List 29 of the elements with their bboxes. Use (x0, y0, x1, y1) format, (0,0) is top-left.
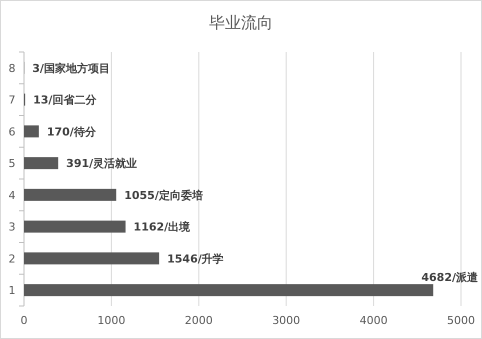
x-tick-label: 4000 (360, 314, 388, 327)
y-tick-label: 7 (8, 94, 16, 107)
y-tick-label: 3 (8, 220, 16, 234)
chart-title: 毕业流向 (209, 13, 273, 32)
y-tick-label: 1 (8, 284, 16, 298)
x-tick-label: 1000 (97, 314, 126, 327)
y-tick-label: 4 (8, 188, 16, 202)
y-tick-label: 8 (8, 62, 16, 75)
data-label: 3/国家地方项目 (32, 62, 110, 75)
y-tick-label: 5 (8, 157, 16, 170)
x-tick-label: 2000 (184, 314, 213, 327)
data-label: 391/灵活就业 (66, 157, 138, 170)
x-tick-label: 3000 (272, 314, 300, 327)
bar (24, 188, 116, 201)
data-label: 170/待分 (46, 125, 97, 138)
data-label: 13/回省二分 (33, 94, 98, 107)
data-label: 1162/出境 (134, 220, 192, 234)
bar (24, 157, 58, 170)
y-tick-label: 2 (8, 252, 16, 266)
bar (24, 220, 126, 233)
data-label: 1055/定向委培 (124, 188, 203, 202)
bar (24, 252, 160, 264)
x-tick-label: 5000 (447, 314, 475, 327)
x-tick-label: 0 (20, 314, 28, 327)
data-label: 4682/派遣 (421, 271, 478, 284)
data-label: 1546/升学 (167, 252, 224, 266)
y-tick-label: 6 (8, 125, 16, 138)
bar (24, 125, 39, 138)
bar (24, 284, 434, 296)
